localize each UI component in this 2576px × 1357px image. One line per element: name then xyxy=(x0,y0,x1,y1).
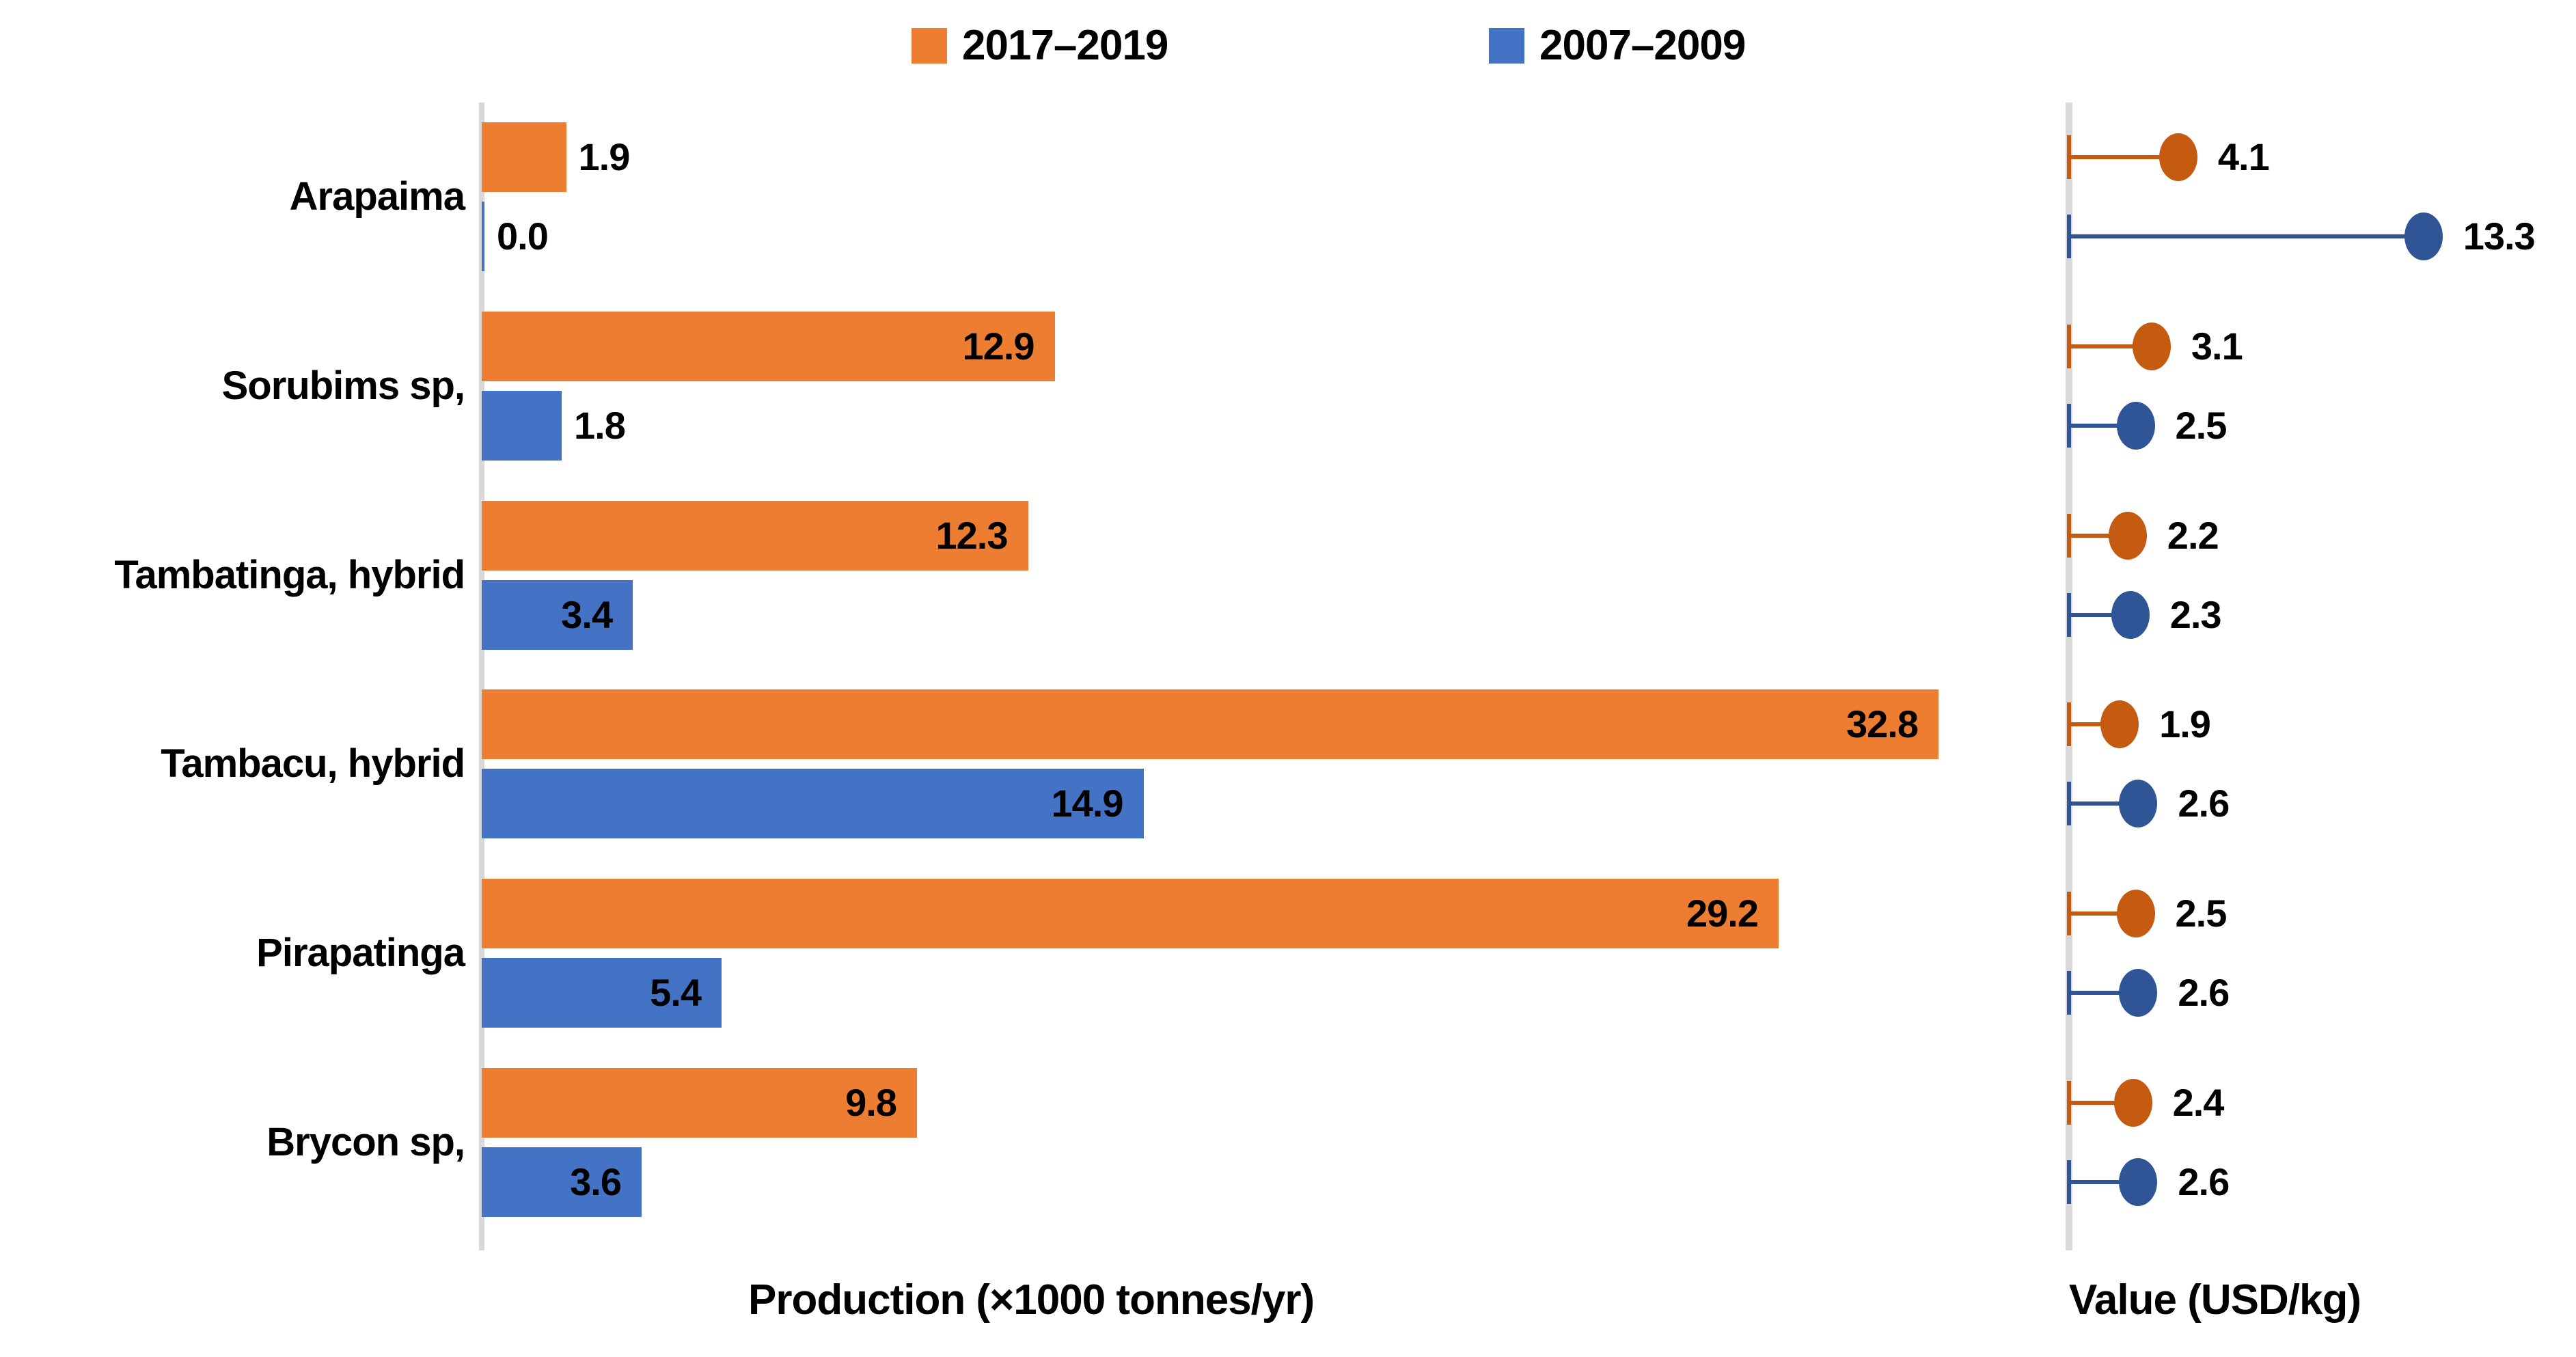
production-data-label: 12.3 xyxy=(935,513,1009,557)
production-data-label: 29.2 xyxy=(1686,891,1759,935)
production-data-label: 1.8 xyxy=(574,403,626,447)
lollipop-stem xyxy=(2069,990,2139,995)
lollipop-marker xyxy=(2119,968,2158,1017)
production-data-label: 1.9 xyxy=(578,135,631,179)
legend-label-2007-2009: 2007–2009 xyxy=(1539,22,1746,69)
lollipop-axis-cap xyxy=(2067,1160,2071,1204)
lollipop-stem xyxy=(2069,423,2136,428)
lollipop-marker xyxy=(2159,133,2197,182)
production-data-label: 5.4 xyxy=(650,970,702,1014)
production-bar xyxy=(482,579,633,650)
lollipop-axis-cap xyxy=(2067,513,2071,558)
lollipop-marker xyxy=(2108,511,2147,560)
lollipop-axis-cap xyxy=(2067,702,2071,747)
category-label: Tambacu, hybrid xyxy=(161,741,465,786)
production-axis-title: Production (×1000 tonnes/yr) xyxy=(748,1276,1315,1324)
value-axis-line xyxy=(2066,102,2072,1250)
production-bar xyxy=(482,1067,917,1138)
value-data-label: 2.2 xyxy=(2167,513,2219,557)
legend-swatch-2017-2019 xyxy=(912,28,947,64)
lollipop-stem xyxy=(2069,234,2424,239)
lollipop-marker xyxy=(2132,322,2171,370)
legend-item-2017-2019: 2017–2019 xyxy=(912,25,1168,67)
production-bar xyxy=(482,1147,642,1217)
lollipop-stem xyxy=(2069,533,2128,538)
production-data-label: 32.8 xyxy=(1846,702,1919,746)
value-data-label: 2.4 xyxy=(2172,1080,2225,1124)
value-data-label: 1.9 xyxy=(2159,702,2211,746)
value-data-label: 4.1 xyxy=(2217,135,2270,179)
lollipop-stem xyxy=(2069,722,2120,727)
category-label: Sorubims sp, xyxy=(221,363,465,408)
category-label: Tambatinga, hybrid xyxy=(114,552,465,597)
production-bar xyxy=(482,122,566,193)
production-data-label: 12.9 xyxy=(962,324,1035,368)
production-axis-line xyxy=(479,102,484,1250)
lollipop-marker xyxy=(2100,700,2139,749)
legend-swatch-2007-2009 xyxy=(1489,28,1524,64)
value-data-label: 2.6 xyxy=(2178,970,2230,1014)
lollipop-axis-cap xyxy=(2067,324,2071,368)
lollipop-stem xyxy=(2069,344,2152,348)
lollipop-axis-cap xyxy=(2067,1080,2071,1125)
production-bar xyxy=(482,311,1055,381)
production-data-label: 3.4 xyxy=(561,592,613,636)
production-bar xyxy=(482,500,1028,571)
value-data-label: 3.1 xyxy=(2191,324,2243,368)
lollipop-marker xyxy=(2111,590,2150,639)
production-bar xyxy=(482,957,722,1028)
lollipop-axis-cap xyxy=(2067,592,2071,637)
production-bar xyxy=(482,878,1779,948)
value-axis-title: Value (USD/kg) xyxy=(2069,1276,2361,1324)
lollipop-axis-cap xyxy=(2067,891,2071,935)
lollipop-stem xyxy=(2069,911,2136,916)
lollipop-stem xyxy=(2069,1100,2133,1105)
lollipop-axis-cap xyxy=(2067,782,2071,826)
value-data-label: 2.5 xyxy=(2175,891,2228,935)
lollipop-stem xyxy=(2069,801,2139,806)
lollipop-axis-cap xyxy=(2067,135,2071,180)
production-bar xyxy=(482,390,562,461)
legend-item-2007-2009: 2007–2009 xyxy=(1489,22,1746,69)
value-data-label: 13.3 xyxy=(2463,215,2536,258)
lollipop-marker xyxy=(2119,780,2158,828)
lollipop-marker xyxy=(2119,1157,2158,1206)
lollipop-marker xyxy=(2113,1078,2152,1127)
category-label: Brycon sp, xyxy=(266,1119,465,1164)
production-data-label: 0.0 xyxy=(497,215,549,258)
legend-label-2017-2019: 2017–2019 xyxy=(962,22,1168,69)
lollipop-axis-cap xyxy=(2067,970,2071,1015)
value-data-label: 2.6 xyxy=(2178,782,2230,825)
category-label: Pirapatinga xyxy=(256,930,465,975)
value-data-label: 2.5 xyxy=(2175,403,2228,447)
production-bar xyxy=(482,202,484,272)
category-label: Arapaima xyxy=(289,174,465,219)
lollipop-marker xyxy=(2404,213,2443,261)
production-data-label: 9.8 xyxy=(845,1080,897,1124)
lollipop-marker xyxy=(2116,889,2155,937)
category-axis: Arapaima Sorubims sp, Tambatinga, hybrid Ta… xyxy=(0,0,465,1357)
lollipop-marker xyxy=(2116,401,2155,450)
lollipop-stem xyxy=(2069,155,2178,160)
production-data-label: 3.6 xyxy=(570,1160,622,1203)
legend: 2017–2019 2007–2009 xyxy=(0,25,2576,72)
lollipop-axis-cap xyxy=(2067,215,2071,259)
lollipop-stem xyxy=(2069,1179,2139,1184)
production-bar xyxy=(482,769,1144,839)
lollipop-stem xyxy=(2069,612,2130,617)
lollipop-axis-cap xyxy=(2067,403,2071,448)
value-data-label: 2.3 xyxy=(2169,592,2222,636)
value-data-label: 2.6 xyxy=(2178,1160,2230,1203)
production-bar xyxy=(482,689,1938,760)
production-data-label: 14.9 xyxy=(1051,782,1124,825)
